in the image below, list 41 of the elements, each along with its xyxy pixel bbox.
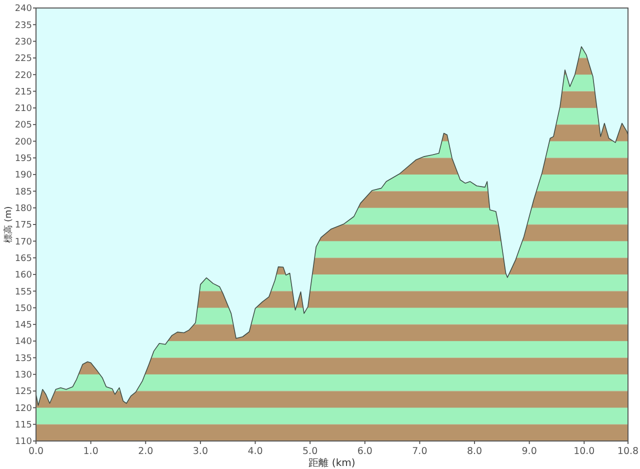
x-tick-label: 1.0 bbox=[83, 446, 98, 457]
y-tick-label: 160 bbox=[14, 270, 32, 281]
x-tick-label: 6.0 bbox=[357, 446, 372, 457]
x-tick-label: 2.0 bbox=[138, 446, 154, 457]
x-tick-label: 8.0 bbox=[466, 446, 482, 457]
x-tick-label: 7.0 bbox=[412, 446, 428, 457]
y-tick-label: 220 bbox=[14, 70, 32, 81]
x-tick-label: 10.8 bbox=[617, 446, 639, 457]
y-tick-label: 115 bbox=[14, 420, 32, 430]
y-tick-label: 140 bbox=[14, 337, 32, 348]
y-tick-label: 130 bbox=[14, 370, 32, 381]
y-tick-label: 230 bbox=[14, 37, 32, 48]
y-tick-label: 150 bbox=[14, 304, 32, 314]
y-tick-label: 240 bbox=[14, 4, 32, 14]
y-axis-title: 標高 (m) bbox=[3, 206, 14, 243]
x-tick-label: 4.0 bbox=[248, 446, 263, 457]
y-tick-label: 110 bbox=[14, 437, 32, 448]
y-tick-label: 175 bbox=[14, 220, 32, 231]
y-tick-label: 205 bbox=[14, 120, 32, 131]
x-tick-label: 3.0 bbox=[192, 446, 208, 457]
x-axis-title: 距離 (km) bbox=[308, 457, 356, 469]
y-tick-label: 155 bbox=[14, 287, 32, 298]
y-tick-label: 165 bbox=[14, 254, 32, 264]
y-tick-label: 120 bbox=[14, 404, 32, 414]
y-tick-label: 125 bbox=[14, 387, 32, 398]
y-tick-label: 180 bbox=[14, 204, 32, 214]
x-tick-label: 10.0 bbox=[574, 446, 595, 457]
y-tick-label: 170 bbox=[14, 237, 32, 248]
x-tick-label: 0.0 bbox=[28, 446, 44, 457]
y-tick-label: 145 bbox=[14, 320, 32, 331]
y-tick-label: 215 bbox=[14, 87, 32, 98]
y-tick-label: 210 bbox=[14, 104, 32, 114]
y-tick-label: 225 bbox=[14, 54, 32, 64]
y-tick-label: 200 bbox=[14, 137, 32, 148]
y-tick-label: 185 bbox=[14, 187, 32, 198]
y-tick-label: 135 bbox=[14, 354, 32, 364]
y-tick-label: 190 bbox=[14, 170, 32, 181]
x-tick-label: 9.0 bbox=[522, 446, 537, 457]
x-tick-label: 5.0 bbox=[302, 446, 318, 457]
y-tick-label: 235 bbox=[14, 20, 32, 31]
y-tick-label: 195 bbox=[14, 154, 32, 164]
